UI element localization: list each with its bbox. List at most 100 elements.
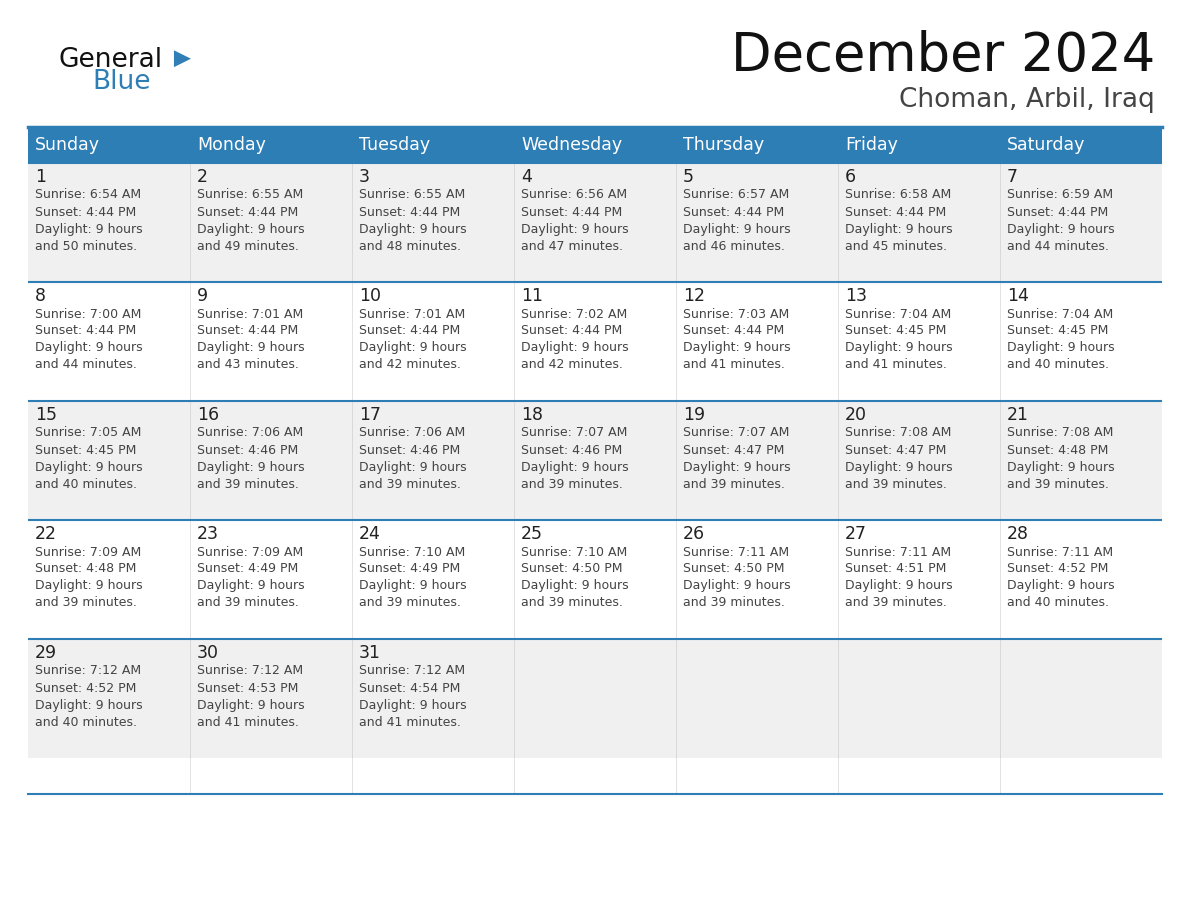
Text: Sunset: 4:44 PM: Sunset: 4:44 PM	[522, 206, 623, 218]
Text: and 39 minutes.: and 39 minutes.	[34, 597, 137, 610]
Text: Sunrise: 7:10 AM: Sunrise: 7:10 AM	[522, 545, 627, 558]
Text: Sunrise: 6:59 AM: Sunrise: 6:59 AM	[1007, 188, 1113, 201]
Text: 16: 16	[197, 406, 219, 424]
Text: and 43 minutes.: and 43 minutes.	[197, 359, 299, 372]
Text: Sunset: 4:46 PM: Sunset: 4:46 PM	[522, 443, 623, 456]
Text: Daylight: 9 hours: Daylight: 9 hours	[522, 222, 628, 236]
Text: 13: 13	[845, 287, 867, 305]
Text: 25: 25	[522, 525, 543, 543]
Text: Sunrise: 6:55 AM: Sunrise: 6:55 AM	[197, 188, 303, 201]
Text: Sunrise: 6:57 AM: Sunrise: 6:57 AM	[683, 188, 789, 201]
Text: 14: 14	[1007, 287, 1029, 305]
Text: Daylight: 9 hours: Daylight: 9 hours	[683, 579, 791, 592]
Text: and 47 minutes.: and 47 minutes.	[522, 240, 623, 252]
Text: Sunrise: 7:01 AM: Sunrise: 7:01 AM	[197, 308, 303, 320]
Text: Sunrise: 7:03 AM: Sunrise: 7:03 AM	[683, 308, 789, 320]
Text: Sunset: 4:44 PM: Sunset: 4:44 PM	[683, 324, 784, 338]
Text: Sunset: 4:49 PM: Sunset: 4:49 PM	[197, 563, 298, 576]
Text: 11: 11	[522, 287, 543, 305]
Text: Sunset: 4:52 PM: Sunset: 4:52 PM	[34, 681, 137, 695]
Text: Sunrise: 6:56 AM: Sunrise: 6:56 AM	[522, 188, 627, 201]
Text: Sunset: 4:44 PM: Sunset: 4:44 PM	[34, 206, 137, 218]
Text: Sunrise: 7:01 AM: Sunrise: 7:01 AM	[359, 308, 466, 320]
Text: Sunset: 4:47 PM: Sunset: 4:47 PM	[845, 443, 947, 456]
Text: 4: 4	[522, 168, 532, 186]
Text: Daylight: 9 hours: Daylight: 9 hours	[845, 341, 953, 354]
Text: and 39 minutes.: and 39 minutes.	[683, 597, 785, 610]
Text: Sunrise: 7:11 AM: Sunrise: 7:11 AM	[683, 545, 789, 558]
Text: Daylight: 9 hours: Daylight: 9 hours	[845, 222, 953, 236]
Text: Daylight: 9 hours: Daylight: 9 hours	[197, 699, 304, 711]
Text: Saturday: Saturday	[1007, 136, 1086, 154]
Text: 1: 1	[34, 168, 46, 186]
Text: Sunset: 4:46 PM: Sunset: 4:46 PM	[359, 443, 460, 456]
Text: Sunrise: 7:06 AM: Sunrise: 7:06 AM	[359, 427, 466, 440]
Text: and 39 minutes.: and 39 minutes.	[845, 597, 947, 610]
Text: Sunset: 4:44 PM: Sunset: 4:44 PM	[683, 206, 784, 218]
Text: Sunset: 4:54 PM: Sunset: 4:54 PM	[359, 681, 461, 695]
Text: and 48 minutes.: and 48 minutes.	[359, 240, 461, 252]
Text: Sunrise: 7:00 AM: Sunrise: 7:00 AM	[34, 308, 141, 320]
Text: Daylight: 9 hours: Daylight: 9 hours	[1007, 222, 1114, 236]
Text: Daylight: 9 hours: Daylight: 9 hours	[522, 341, 628, 354]
Text: 30: 30	[197, 644, 219, 662]
Text: 10: 10	[359, 287, 381, 305]
Text: Daylight: 9 hours: Daylight: 9 hours	[197, 579, 304, 592]
Text: Daylight: 9 hours: Daylight: 9 hours	[1007, 579, 1114, 592]
Bar	[29, 282, 1162, 401]
Text: Daylight: 9 hours: Daylight: 9 hours	[34, 579, 143, 592]
Text: 8: 8	[34, 287, 46, 305]
Text: 17: 17	[359, 406, 381, 424]
Text: Sunrise: 7:09 AM: Sunrise: 7:09 AM	[34, 545, 141, 558]
Text: and 44 minutes.: and 44 minutes.	[34, 359, 137, 372]
Text: ◀: ◀	[173, 48, 191, 68]
Text: Sunrise: 7:12 AM: Sunrise: 7:12 AM	[197, 665, 303, 677]
Text: General: General	[58, 47, 162, 73]
Text: Tuesday: Tuesday	[359, 136, 430, 154]
Text: Thursday: Thursday	[683, 136, 764, 154]
Text: and 44 minutes.: and 44 minutes.	[1007, 240, 1108, 252]
Text: and 40 minutes.: and 40 minutes.	[1007, 359, 1110, 372]
Text: Daylight: 9 hours: Daylight: 9 hours	[845, 461, 953, 474]
Text: Sunset: 4:44 PM: Sunset: 4:44 PM	[197, 324, 298, 338]
Text: and 39 minutes.: and 39 minutes.	[522, 477, 623, 490]
Text: Sunrise: 7:02 AM: Sunrise: 7:02 AM	[522, 308, 627, 320]
Text: Sunset: 4:45 PM: Sunset: 4:45 PM	[845, 324, 947, 338]
Text: Daylight: 9 hours: Daylight: 9 hours	[522, 579, 628, 592]
Text: and 39 minutes.: and 39 minutes.	[1007, 477, 1108, 490]
Text: and 39 minutes.: and 39 minutes.	[683, 477, 785, 490]
Text: Sunrise: 7:10 AM: Sunrise: 7:10 AM	[359, 545, 466, 558]
Text: Daylight: 9 hours: Daylight: 9 hours	[359, 579, 467, 592]
Text: Sunday: Sunday	[34, 136, 100, 154]
Text: Sunrise: 6:55 AM: Sunrise: 6:55 AM	[359, 188, 466, 201]
Text: Daylight: 9 hours: Daylight: 9 hours	[34, 222, 143, 236]
Text: 5: 5	[683, 168, 694, 186]
Text: Sunset: 4:45 PM: Sunset: 4:45 PM	[34, 443, 137, 456]
Text: and 46 minutes.: and 46 minutes.	[683, 240, 785, 252]
Text: 28: 28	[1007, 525, 1029, 543]
Text: Sunset: 4:50 PM: Sunset: 4:50 PM	[683, 563, 784, 576]
Text: Daylight: 9 hours: Daylight: 9 hours	[197, 222, 304, 236]
Text: 19: 19	[683, 406, 706, 424]
Text: Sunrise: 6:58 AM: Sunrise: 6:58 AM	[845, 188, 952, 201]
Text: 20: 20	[845, 406, 867, 424]
Bar	[29, 163, 1162, 282]
Text: and 39 minutes.: and 39 minutes.	[359, 597, 461, 610]
Text: Daylight: 9 hours: Daylight: 9 hours	[522, 461, 628, 474]
Text: Sunrise: 7:09 AM: Sunrise: 7:09 AM	[197, 545, 303, 558]
Text: Sunrise: 7:12 AM: Sunrise: 7:12 AM	[34, 665, 141, 677]
Bar	[29, 520, 1162, 639]
Text: Daylight: 9 hours: Daylight: 9 hours	[1007, 461, 1114, 474]
Text: Daylight: 9 hours: Daylight: 9 hours	[197, 341, 304, 354]
Text: Sunset: 4:50 PM: Sunset: 4:50 PM	[522, 563, 623, 576]
Text: Daylight: 9 hours: Daylight: 9 hours	[1007, 341, 1114, 354]
Text: Sunrise: 7:07 AM: Sunrise: 7:07 AM	[522, 427, 627, 440]
Text: Sunrise: 7:12 AM: Sunrise: 7:12 AM	[359, 665, 466, 677]
Text: Sunset: 4:44 PM: Sunset: 4:44 PM	[1007, 206, 1108, 218]
Text: Sunset: 4:46 PM: Sunset: 4:46 PM	[197, 443, 298, 456]
Text: and 39 minutes.: and 39 minutes.	[359, 477, 461, 490]
Text: and 39 minutes.: and 39 minutes.	[845, 477, 947, 490]
Text: Sunset: 4:52 PM: Sunset: 4:52 PM	[1007, 563, 1108, 576]
Text: Sunrise: 7:05 AM: Sunrise: 7:05 AM	[34, 427, 141, 440]
Text: Daylight: 9 hours: Daylight: 9 hours	[359, 341, 467, 354]
